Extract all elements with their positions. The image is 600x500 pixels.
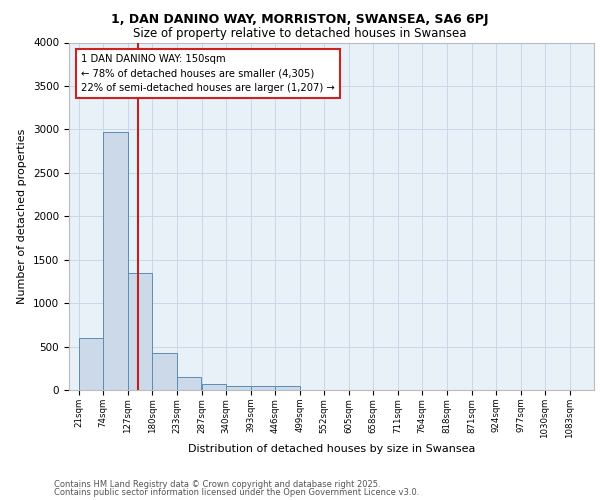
Text: Size of property relative to detached houses in Swansea: Size of property relative to detached ho…	[133, 28, 467, 40]
Bar	[251, 386, 275, 390]
Bar	[226, 386, 251, 390]
Text: 1, DAN DANINO WAY, MORRISTON, SWANSEA, SA6 6PJ: 1, DAN DANINO WAY, MORRISTON, SWANSEA, S…	[111, 12, 489, 26]
Bar	[128, 273, 152, 390]
Text: Contains public sector information licensed under the Open Government Licence v3: Contains public sector information licen…	[54, 488, 419, 497]
Bar	[176, 376, 201, 390]
Bar	[79, 338, 103, 390]
Text: 1 DAN DANINO WAY: 150sqm
← 78% of detached houses are smaller (4,305)
22% of sem: 1 DAN DANINO WAY: 150sqm ← 78% of detach…	[82, 54, 335, 94]
Bar	[152, 352, 176, 390]
Bar	[275, 386, 299, 390]
Y-axis label: Number of detached properties: Number of detached properties	[17, 128, 28, 304]
Bar	[103, 132, 128, 390]
X-axis label: Distribution of detached houses by size in Swansea: Distribution of detached houses by size …	[188, 444, 475, 454]
Bar	[202, 384, 226, 390]
Text: Contains HM Land Registry data © Crown copyright and database right 2025.: Contains HM Land Registry data © Crown c…	[54, 480, 380, 489]
